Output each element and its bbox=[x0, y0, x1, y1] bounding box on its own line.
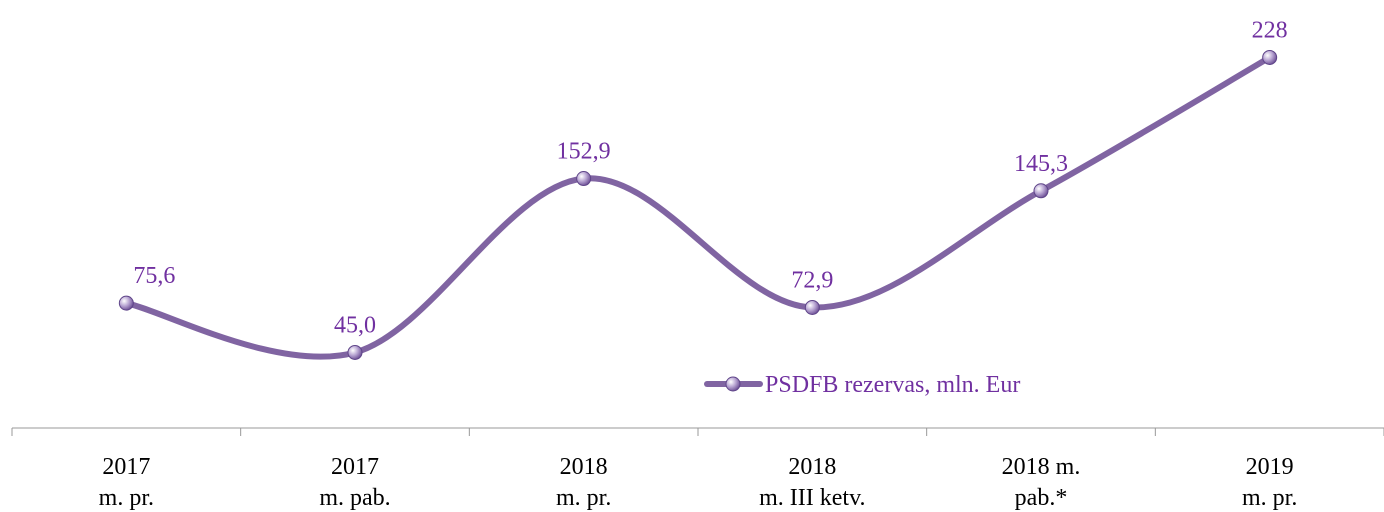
data-point bbox=[1033, 183, 1049, 199]
data-label: 72,9 bbox=[791, 267, 833, 293]
data-point bbox=[118, 295, 134, 311]
legend-marker bbox=[725, 376, 741, 392]
x-tick-label: 2018 bbox=[560, 454, 608, 480]
x-tick-label: m. pr. bbox=[1242, 485, 1297, 511]
x-tick-label: 2019 bbox=[1246, 454, 1294, 480]
data-label: 228 bbox=[1252, 17, 1288, 43]
data-point bbox=[1262, 49, 1278, 65]
x-tick-label: m. III ketv. bbox=[759, 485, 865, 511]
x-tick-label: pab.* bbox=[1015, 485, 1068, 511]
legend-label: PSDFB rezervas, mln. Eur bbox=[765, 372, 1020, 398]
x-tick-label: m. pab. bbox=[319, 485, 390, 511]
data-label: 75,6 bbox=[133, 263, 175, 289]
data-point bbox=[576, 171, 592, 187]
x-tick-label: 2018 m. bbox=[1002, 454, 1081, 480]
data-label: 145,3 bbox=[1014, 151, 1068, 177]
x-tick-label: 2017 bbox=[102, 454, 150, 480]
x-tick-label: 2018 bbox=[788, 454, 836, 480]
data-point bbox=[804, 299, 820, 315]
x-tick-label: 2017 bbox=[331, 454, 379, 480]
data-label: 152,9 bbox=[557, 139, 611, 165]
series-line bbox=[123, 54, 1273, 360]
data-point bbox=[347, 344, 363, 360]
data-label: 45,0 bbox=[334, 312, 376, 338]
x-tick-label: m. pr. bbox=[99, 485, 154, 511]
x-tick-label: m. pr. bbox=[556, 485, 611, 511]
